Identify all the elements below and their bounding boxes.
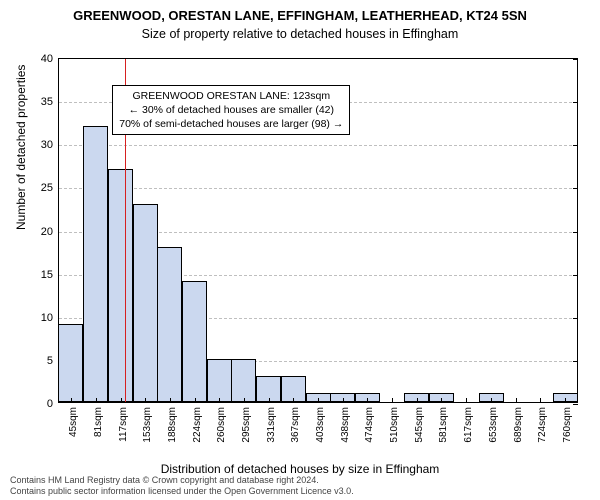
ytick-mark bbox=[573, 188, 578, 189]
xtick-mark bbox=[466, 398, 467, 403]
ytick-label: 0 bbox=[47, 398, 53, 410]
xtick-label: 188sqm bbox=[167, 407, 178, 443]
ytick-label: 15 bbox=[41, 269, 53, 281]
xtick-label: 367sqm bbox=[290, 407, 301, 443]
xtick-mark bbox=[417, 398, 418, 403]
xtick-label: 331sqm bbox=[266, 407, 277, 443]
xtick-label: 653sqm bbox=[488, 407, 499, 443]
xtick-label: 260sqm bbox=[216, 407, 227, 443]
xtick-mark bbox=[121, 398, 122, 403]
xtick-mark bbox=[145, 398, 146, 403]
credits: Contains HM Land Registry data © Crown c… bbox=[10, 475, 354, 498]
xtick-mark bbox=[516, 398, 517, 403]
xtick-label: 545sqm bbox=[414, 407, 425, 443]
ytick-label: 10 bbox=[41, 312, 53, 324]
xtick-label: 581sqm bbox=[438, 407, 449, 443]
chart-title: GREENWOOD, ORESTAN LANE, EFFINGHAM, LEAT… bbox=[0, 0, 600, 25]
ytick-mark bbox=[573, 318, 578, 319]
histogram-bar bbox=[231, 359, 256, 402]
ytick-mark bbox=[573, 102, 578, 103]
xtick-label: 438sqm bbox=[340, 407, 351, 443]
annotation-line-2: ← 30% of detached houses are smaller (42… bbox=[119, 103, 343, 117]
xtick-mark bbox=[367, 398, 368, 403]
ytick-label: 5 bbox=[47, 355, 53, 367]
xtick-label: 295sqm bbox=[241, 407, 252, 443]
credits-line-1: Contains HM Land Registry data © Crown c… bbox=[10, 475, 354, 486]
plot-area: 051015202530354045sqm81sqm117sqm153sqm18… bbox=[58, 58, 578, 403]
xtick-label: 510sqm bbox=[389, 407, 400, 443]
ytick-label: 30 bbox=[41, 139, 53, 151]
xtick-mark bbox=[244, 398, 245, 403]
ytick-mark bbox=[573, 404, 578, 405]
xtick-mark bbox=[219, 398, 220, 403]
gridline bbox=[59, 145, 577, 146]
ytick-label: 25 bbox=[41, 182, 53, 194]
histogram-bar bbox=[207, 359, 232, 402]
histogram-bar bbox=[157, 247, 182, 402]
xtick-mark bbox=[170, 398, 171, 403]
xtick-mark bbox=[318, 398, 319, 403]
ytick-mark bbox=[573, 275, 578, 276]
xtick-label: 45sqm bbox=[68, 407, 79, 437]
histogram-bar bbox=[108, 169, 133, 402]
xtick-label: 689sqm bbox=[513, 407, 524, 443]
xtick-label: 617sqm bbox=[463, 407, 474, 443]
xtick-label: 474sqm bbox=[364, 407, 375, 443]
annotation-line-3: 70% of semi-detached houses are larger (… bbox=[119, 117, 343, 131]
xtick-mark bbox=[392, 398, 393, 403]
ytick-mark bbox=[573, 59, 578, 60]
ytick-label: 40 bbox=[41, 53, 53, 65]
annotation-box: GREENWOOD ORESTAN LANE: 123sqm← 30% of d… bbox=[112, 85, 350, 136]
xtick-label: 724sqm bbox=[537, 407, 548, 443]
plot-inner: 051015202530354045sqm81sqm117sqm153sqm18… bbox=[58, 58, 578, 403]
xtick-label: 81sqm bbox=[93, 407, 104, 437]
chart-subtitle: Size of property relative to detached ho… bbox=[0, 25, 600, 41]
xtick-mark bbox=[565, 398, 566, 403]
xtick-label: 153sqm bbox=[142, 407, 153, 443]
chart-container: GREENWOOD, ORESTAN LANE, EFFINGHAM, LEAT… bbox=[0, 0, 600, 500]
ytick-mark bbox=[573, 232, 578, 233]
histogram-bar bbox=[83, 126, 108, 402]
xtick-label: 117sqm bbox=[118, 407, 129, 442]
ytick-label: 20 bbox=[41, 226, 53, 238]
histogram-bar bbox=[58, 324, 83, 402]
xtick-mark bbox=[269, 398, 270, 403]
xtick-label: 224sqm bbox=[192, 407, 203, 443]
xtick-label: 403sqm bbox=[315, 407, 326, 443]
xtick-mark bbox=[441, 398, 442, 403]
histogram-bar bbox=[133, 204, 158, 402]
y-axis-label: Number of detached properties bbox=[14, 65, 28, 230]
xtick-mark bbox=[491, 398, 492, 403]
ytick-mark bbox=[573, 361, 578, 362]
xtick-mark bbox=[195, 398, 196, 403]
xtick-label: 760sqm bbox=[562, 407, 573, 443]
histogram-bar bbox=[182, 281, 207, 402]
credits-line-2: Contains public sector information licen… bbox=[10, 486, 354, 497]
xtick-mark bbox=[343, 398, 344, 403]
ytick-mark bbox=[573, 145, 578, 146]
xtick-mark bbox=[540, 398, 541, 403]
xtick-mark bbox=[71, 398, 72, 403]
gridline bbox=[59, 188, 577, 189]
xtick-mark bbox=[96, 398, 97, 403]
xtick-mark bbox=[293, 398, 294, 403]
ytick-label: 35 bbox=[41, 96, 53, 108]
annotation-line-1: GREENWOOD ORESTAN LANE: 123sqm bbox=[119, 89, 343, 103]
